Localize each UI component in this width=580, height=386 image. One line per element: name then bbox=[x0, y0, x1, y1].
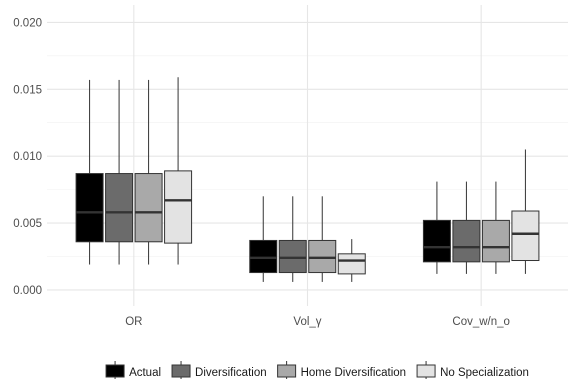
legend-label: Home Diversification bbox=[301, 367, 406, 379]
y-tick-label: 0.010 bbox=[13, 151, 42, 163]
box-no-specialization bbox=[511, 149, 540, 274]
legend-item-home-diversification: Home Diversification bbox=[277, 361, 406, 379]
legend-item-actual: Actual bbox=[105, 361, 161, 379]
y-tick-label: 0.005 bbox=[13, 218, 42, 230]
x-category-label: OR bbox=[125, 316, 142, 328]
box-iqr bbox=[422, 219, 451, 263]
legend: Actual Diversification Home Diversificatio… bbox=[105, 361, 529, 379]
box-iqr bbox=[452, 219, 481, 263]
box-home-diversification bbox=[308, 196, 337, 282]
legend-label: Diversification bbox=[195, 367, 267, 379]
legend-key bbox=[105, 364, 125, 378]
legend-label: Actual bbox=[129, 367, 161, 379]
box-home-diversification bbox=[481, 181, 510, 274]
box-diversification bbox=[278, 196, 307, 282]
box-no-specialization bbox=[337, 239, 366, 282]
box-iqr bbox=[164, 170, 193, 244]
box-iqr bbox=[134, 173, 163, 243]
legend-label: No Specialization bbox=[440, 367, 529, 379]
legend-key bbox=[416, 364, 436, 378]
box-diversification bbox=[452, 181, 481, 274]
y-tick-label: 0.000 bbox=[13, 285, 42, 297]
box-iqr bbox=[481, 219, 510, 263]
box-iqr bbox=[249, 239, 278, 274]
y-axis-ticks: 0.000 0.005 0.010 0.015 0.020 bbox=[13, 17, 42, 297]
box-home-diversification bbox=[134, 79, 163, 265]
box-iqr bbox=[337, 253, 366, 275]
box-actual bbox=[249, 196, 278, 282]
box-iqr bbox=[278, 239, 307, 274]
legend-item-diversification: Diversification bbox=[171, 361, 267, 379]
y-tick-label: 0.015 bbox=[13, 84, 42, 96]
box-iqr bbox=[511, 210, 540, 262]
x-category-label: Vol_γ bbox=[293, 316, 321, 328]
x-axis-labels: OR Vol_γ Cov_w/n_o bbox=[125, 316, 510, 328]
x-category-label: Cov_w/n_o bbox=[452, 316, 510, 328]
box-diversification bbox=[105, 79, 134, 265]
box-iqr bbox=[105, 173, 134, 243]
legend-key bbox=[171, 364, 191, 378]
box-actual bbox=[75, 79, 104, 265]
box-layer bbox=[75, 77, 540, 282]
legend-key bbox=[277, 364, 297, 378]
legend-item-no-specialization: No Specialization bbox=[416, 361, 529, 379]
box-iqr bbox=[75, 173, 104, 243]
grid-layer bbox=[47, 5, 568, 306]
y-tick-label: 0.020 bbox=[13, 17, 42, 29]
box-actual bbox=[422, 181, 451, 274]
box-no-specialization bbox=[164, 77, 193, 265]
box-iqr bbox=[308, 239, 337, 274]
